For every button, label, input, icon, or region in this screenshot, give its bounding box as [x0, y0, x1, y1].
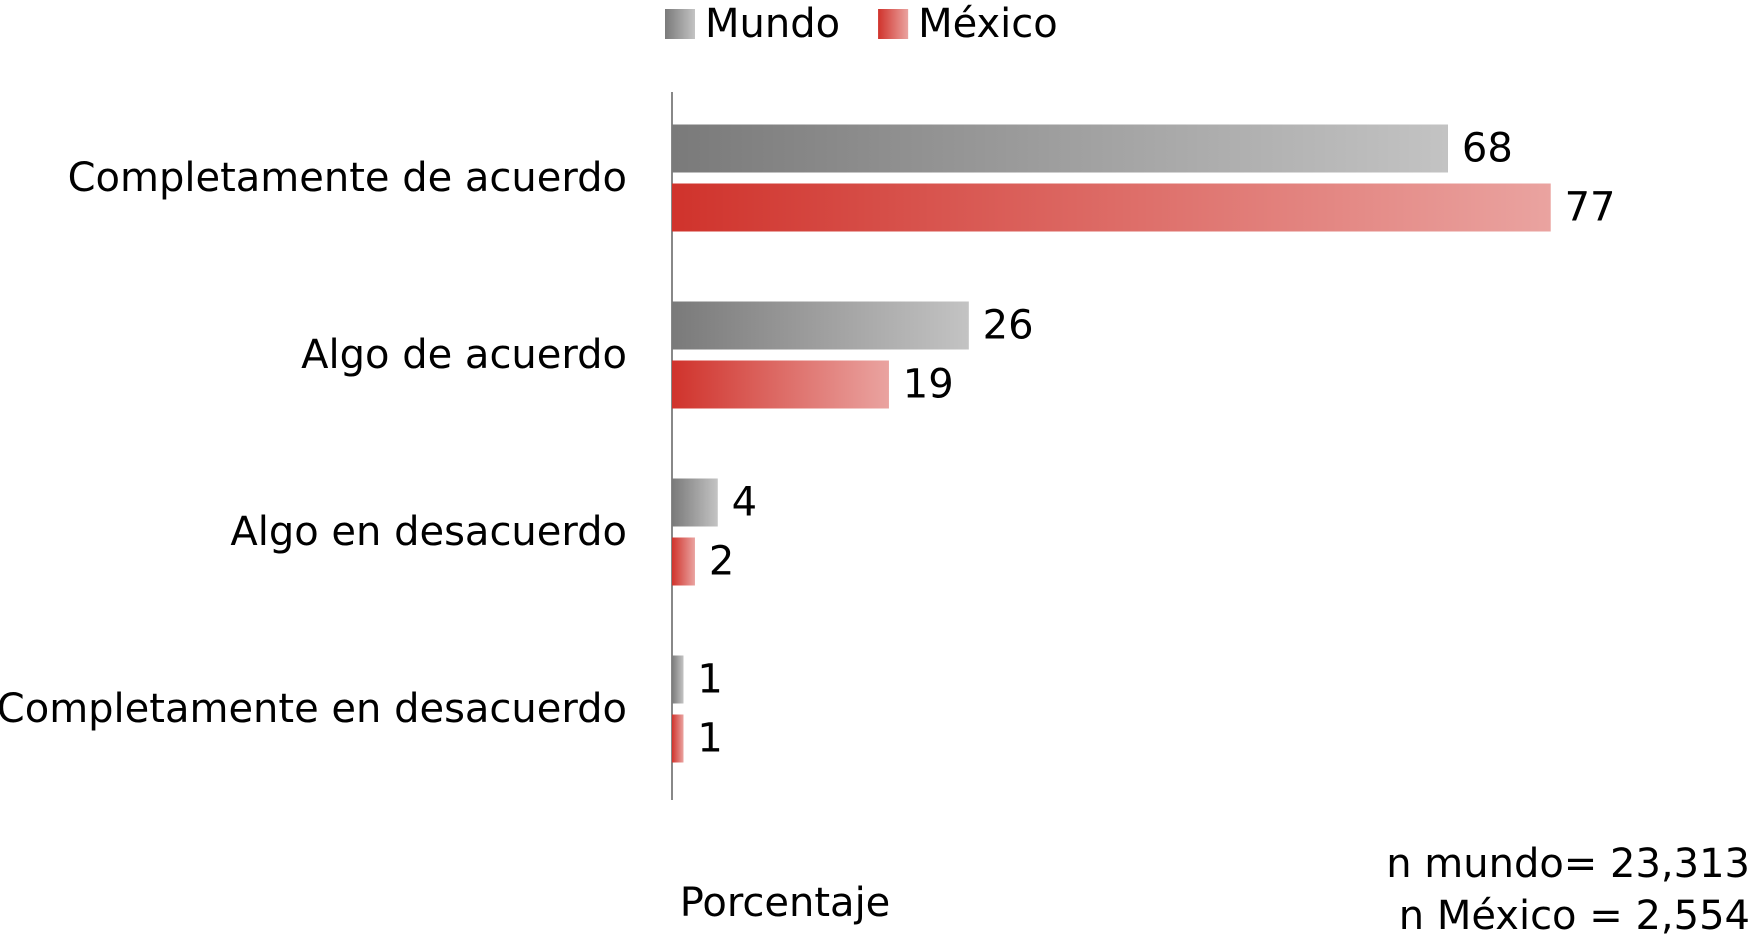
data-label: 26: [983, 303, 1034, 349]
legend-label: Mundo: [705, 1, 840, 47]
bar-sheen: [672, 183, 1551, 232]
bar-sheen: [672, 301, 969, 350]
data-label: 77: [1565, 185, 1616, 231]
bar-sheen: [672, 360, 889, 409]
annotation: n México = 2,554: [1399, 893, 1750, 936]
bar-sheen: [672, 714, 684, 763]
y-tick-label: Algo de acuerdo: [301, 332, 627, 378]
data-label: 1: [697, 716, 722, 762]
legend-label: México: [918, 1, 1058, 47]
data-label: 1: [697, 657, 722, 703]
x-axis-label: Porcentaje: [680, 880, 891, 926]
legend-swatch-sheen: [878, 9, 909, 39]
y-tick-label: Algo en desacuerdo: [230, 509, 627, 555]
bar-sheen: [672, 124, 1448, 173]
bar-sheen: [672, 478, 718, 527]
data-label: 2: [709, 539, 734, 585]
data-label: 4: [732, 480, 757, 526]
data-label: 19: [903, 362, 954, 408]
bar-sheen: [672, 537, 695, 586]
y-tick-label: Completamente de acuerdo: [68, 155, 627, 201]
bar-sheen: [672, 655, 684, 704]
legend-swatch-sheen: [665, 9, 695, 39]
data-label: 68: [1462, 126, 1513, 172]
y-tick-label: Completamente en desacuerdo: [0, 686, 627, 732]
annotation: n mundo= 23,313: [1386, 841, 1750, 887]
